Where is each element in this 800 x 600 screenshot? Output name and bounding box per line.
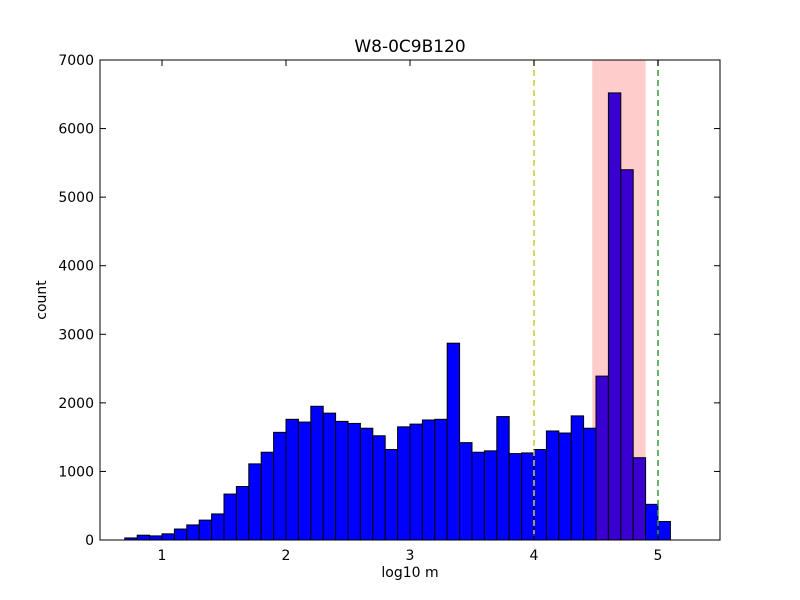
- histogram-bar: [260, 451, 275, 541]
- y-tick-label: 6000: [58, 122, 94, 138]
- histogram-bar: [459, 442, 473, 541]
- histogram-bar: [198, 519, 213, 541]
- histogram-bar: [657, 520, 671, 541]
- histogram-bar: [583, 427, 597, 541]
- histogram-bar: [434, 418, 448, 541]
- histogram-bar: [496, 416, 510, 541]
- histogram-bar: [508, 453, 523, 541]
- y-axis-ticks: 0 1000 2000 3000 4000 5000 6000 7000: [58, 53, 720, 549]
- reference-lines: [533, 60, 659, 540]
- histogram-bar: [632, 457, 647, 541]
- histogram-bar: [483, 450, 498, 541]
- x-axis-label: log10 m: [381, 565, 438, 581]
- histogram-bar: [136, 534, 151, 541]
- chart-title: W8-0C9B120: [354, 37, 465, 57]
- histogram-bar: [273, 431, 287, 541]
- histogram-bar: [421, 419, 436, 541]
- histogram-bar: [533, 448, 547, 541]
- histogram-bar: [285, 418, 299, 541]
- y-tick-label: 0: [85, 533, 94, 549]
- x-tick-label: 4: [530, 548, 539, 564]
- y-tick-label: 1000: [58, 464, 94, 480]
- histogram-bar: [173, 528, 188, 541]
- histogram-bar: [161, 533, 175, 541]
- histogram-bar: [409, 423, 423, 541]
- histogram-bar: [372, 435, 386, 541]
- histogram-bar: [248, 463, 262, 541]
- histogram-bar: [595, 375, 609, 541]
- y-tick-label: 4000: [58, 259, 94, 275]
- histogram-bar: [607, 92, 622, 541]
- x-tick-label: 3: [406, 548, 415, 564]
- histogram-bar: [211, 513, 225, 541]
- histogram-bar: [521, 452, 535, 541]
- y-tick-label: 7000: [58, 53, 94, 69]
- x-axis-ticks: 1 2 3 4 5: [158, 60, 663, 564]
- x-tick-label: 5: [654, 548, 663, 564]
- y-tick-label: 5000: [58, 190, 94, 206]
- histogram-bar: [235, 486, 250, 541]
- histogram-bar: [322, 412, 337, 541]
- y-tick-label: 2000: [58, 396, 94, 412]
- histogram-bar: [620, 169, 634, 541]
- histogram-bar: [558, 432, 572, 541]
- x-tick-label: 1: [158, 548, 167, 564]
- histogram-bar: [545, 430, 560, 541]
- y-tick-label: 3000: [58, 327, 94, 343]
- histogram-bar: [471, 451, 485, 541]
- histogram-bar: [186, 524, 200, 541]
- histogram-bar: [347, 422, 361, 541]
- histogram-bar: [310, 405, 324, 541]
- y-axis-label: count: [34, 280, 50, 320]
- histogram-bar: [384, 448, 399, 541]
- histogram-bar: [645, 503, 659, 541]
- histogram-bar: [570, 415, 585, 541]
- histogram-bar: [397, 426, 411, 541]
- histogram-bar: [359, 427, 374, 541]
- plot-area: 1 2 3 4 5 0 1000 2000 3000 4000 5000 6000 7000: [58, 53, 721, 564]
- x-tick-label: 2: [282, 548, 291, 564]
- histogram-bar: [149, 535, 163, 541]
- histogram-bar: [223, 493, 237, 541]
- histogram-bar: [335, 420, 349, 541]
- histogram-bar: [297, 421, 312, 541]
- histogram-bar: [446, 342, 461, 541]
